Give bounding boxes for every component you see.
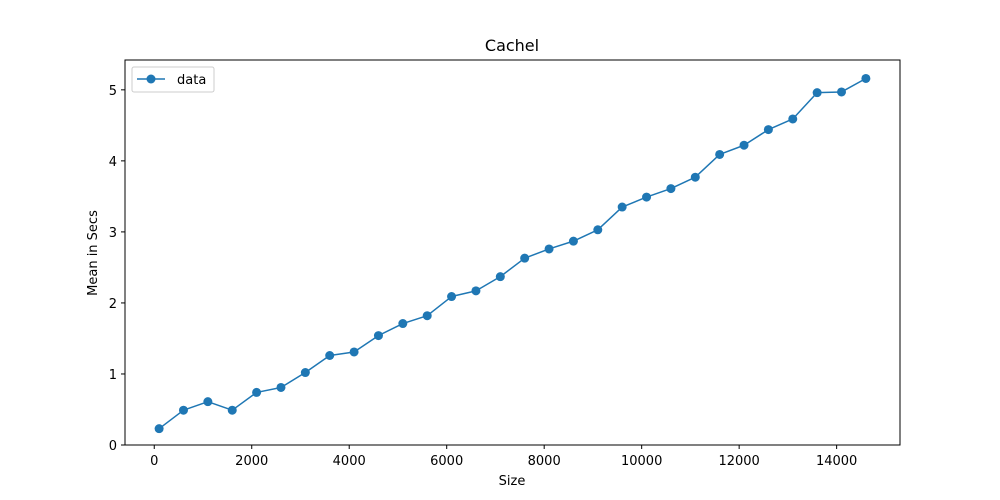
- data-point: [812, 88, 822, 98]
- x-axis: 0 2000 4000 6000 8000 10000 12000 14000: [150, 445, 857, 469]
- data-point: [325, 350, 335, 360]
- plot-area: [154, 73, 871, 434]
- data-point: [642, 192, 652, 202]
- y-tick-label: 1: [109, 368, 117, 383]
- x-tick-label: 10000: [621, 454, 662, 469]
- legend-box: [131, 66, 215, 93]
- x-tick-label: 4000: [333, 454, 366, 469]
- data-point: [568, 236, 578, 246]
- series-line: [158, 77, 867, 430]
- data-point: [788, 114, 798, 124]
- data-point: [837, 87, 847, 97]
- data-point: [154, 424, 164, 434]
- data-point: [861, 73, 871, 83]
- data-point: [617, 202, 627, 212]
- x-axis-label: Size: [499, 474, 526, 489]
- data-point: [763, 125, 773, 135]
- y-tick-label: 5: [109, 84, 117, 99]
- data-point: [422, 311, 432, 321]
- data-point: [593, 225, 603, 235]
- data-point: [495, 272, 505, 282]
- y-tick-label: 4: [109, 155, 117, 170]
- data-point: [349, 347, 359, 357]
- y-axis: 0 1 2 3 4 5: [109, 84, 125, 454]
- x-tick-label: 0: [150, 454, 158, 469]
- x-tick-label: 12000: [718, 454, 759, 469]
- data-point: [398, 319, 408, 329]
- data-point: [373, 331, 383, 341]
- data-point: [715, 149, 725, 159]
- data-point: [690, 172, 700, 182]
- data-point: [227, 405, 237, 415]
- data-point: [471, 286, 481, 296]
- x-tick-label: 8000: [528, 454, 561, 469]
- data-point: [252, 387, 262, 397]
- data-point: [666, 184, 676, 194]
- data-point: [203, 397, 213, 407]
- data-point: [178, 405, 188, 415]
- data-point: [447, 292, 457, 302]
- data-point: [300, 368, 310, 378]
- data-point: [520, 253, 530, 263]
- data-point: [276, 382, 286, 392]
- x-tick-label: 2000: [235, 454, 268, 469]
- axes-frame: [124, 59, 901, 446]
- y-tick-label: 3: [109, 226, 117, 241]
- x-tick-label: 14000: [816, 454, 857, 469]
- legend: data: [131, 66, 215, 93]
- data-point: [739, 140, 749, 150]
- y-axis-label: Mean in Secs: [86, 210, 101, 296]
- data-point: [544, 244, 554, 254]
- legend-marker: [146, 74, 156, 84]
- y-tick-label: 0: [109, 439, 117, 454]
- legend-label: data: [177, 73, 206, 88]
- y-tick-label: 2: [109, 297, 117, 312]
- x-tick-label: 6000: [430, 454, 463, 469]
- chart-title: Cachel: [485, 36, 539, 55]
